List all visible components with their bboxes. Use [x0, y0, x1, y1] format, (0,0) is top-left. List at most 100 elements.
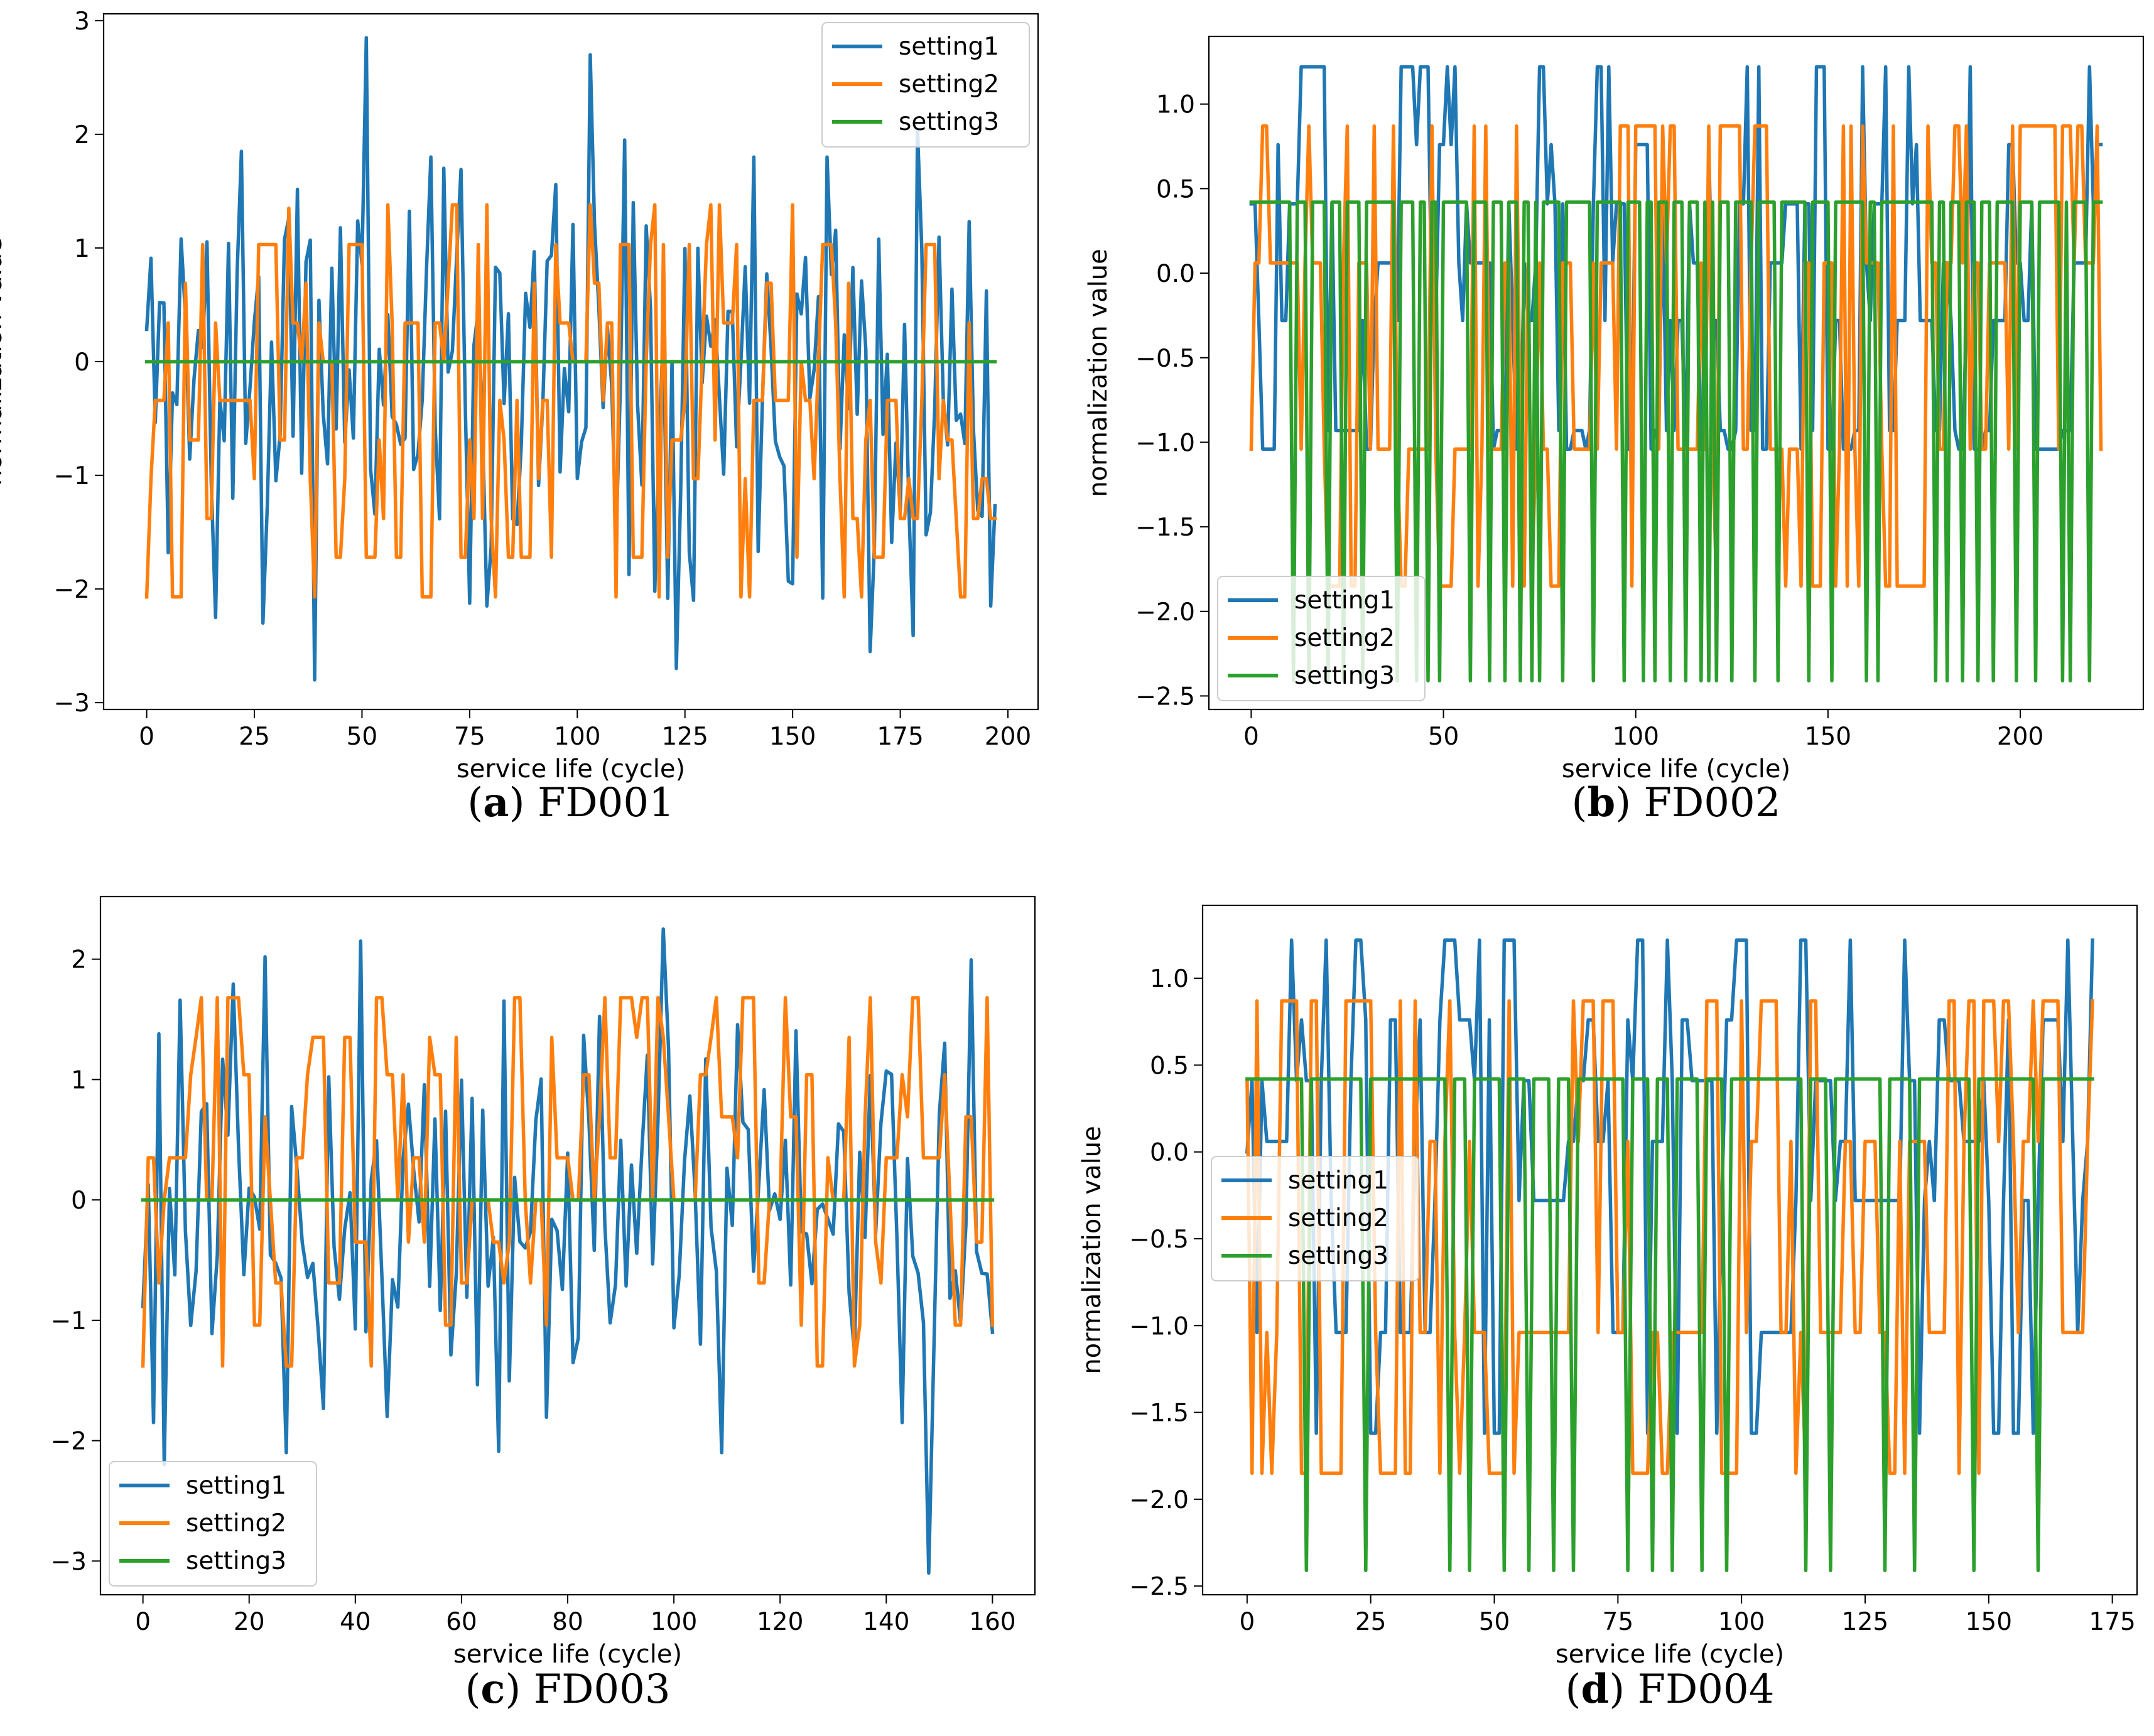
x-tick-label: 50 — [347, 723, 378, 751]
x-tick-label: 0 — [135, 1608, 151, 1636]
y-tick-label: 1.0 — [1150, 965, 1189, 993]
panel-d: 0 25 50 75 100 125 150 175 −2.5 −2.0 −1.5 −1.0 −0.5 0… — [1078, 904, 2138, 1713]
legend-box — [109, 1461, 317, 1587]
y-tick-label: 1.0 — [1156, 91, 1195, 119]
legend-box — [1211, 1156, 1419, 1281]
y-tick-label: 2 — [71, 946, 87, 974]
x-tick-label: 25 — [1355, 1608, 1387, 1636]
y-tick-label: −0.5 — [1129, 1226, 1189, 1254]
x-tick-label: 125 — [661, 723, 708, 751]
panel-a: 0 25 50 75 100 125 150 175 200 −3 −2 −1 0 1 2 3 service … — [0, 8, 1039, 826]
y-tick-label: 3 — [74, 8, 90, 36]
x-tick-label: 150 — [1966, 1608, 2012, 1636]
x-tick-label: 0 — [1239, 1608, 1255, 1636]
series-line-setting2 — [144, 203, 997, 599]
x-tick-label: 150 — [769, 723, 816, 751]
x-tick-label: 150 — [1805, 723, 1851, 751]
chart-panels: 0 25 50 75 100 125 150 175 200−3−2−10123service … — [0, 8, 2145, 1713]
legend: setting1 setting2 setting3 — [1217, 576, 1426, 701]
y-tick-label: 0.5 — [1156, 175, 1195, 203]
y-tick-label: 0.0 — [1150, 1139, 1189, 1167]
series-line-setting3 — [1245, 1077, 2094, 1573]
panel-caption: (b) FD002 — [1572, 779, 1781, 826]
panel-caption: (a) FD001 — [467, 779, 674, 826]
y-tick-label: −2.0 — [1129, 1486, 1189, 1514]
series-line-setting2 — [141, 996, 995, 1368]
x-tick-label: 125 — [1842, 1608, 1888, 1636]
y-tick-label: 0.5 — [1150, 1052, 1189, 1080]
x-tick-label: 25 — [239, 723, 270, 751]
x-tick-label: 200 — [985, 723, 1031, 751]
legend-label-setting2: setting2 — [899, 70, 999, 99]
y-tick-label: −2.0 — [1135, 598, 1195, 627]
plot-area — [141, 927, 995, 1575]
y-tick-label: −2.5 — [1135, 682, 1195, 711]
x-axis-label: service life (cycle) — [457, 755, 685, 784]
legend-label-setting3: setting3 — [1288, 1242, 1388, 1270]
x-tick-label: 100 — [554, 723, 600, 751]
y-tick-label: −1.5 — [1129, 1399, 1189, 1428]
y-tick-label: −1 — [54, 462, 90, 490]
y-tick-label: −3 — [51, 1548, 87, 1576]
x-tick-label: 60 — [446, 1608, 477, 1636]
x-tick-label: 50 — [1428, 723, 1459, 751]
x-tick-label: 120 — [757, 1608, 803, 1636]
y-tick-label: −1 — [51, 1307, 87, 1335]
y-tick-label: −3 — [54, 689, 90, 718]
x-tick-label: 75 — [1603, 1608, 1634, 1636]
y-tick-label: 0 — [71, 1187, 87, 1215]
y-axis-label: normalization value — [0, 237, 8, 485]
series-line-setting2 — [1249, 124, 2103, 588]
y-tick-label: −2 — [51, 1428, 87, 1456]
x-tick-label: 0 — [139, 723, 154, 751]
panel-caption: (d) FD004 — [1566, 1666, 1775, 1713]
y-axis-label: normalization value — [1078, 1126, 1107, 1374]
x-tick-label: 100 — [1718, 1608, 1765, 1636]
legend: setting1 setting2 setting3 — [1211, 1156, 1419, 1281]
x-axis-label: service life (cycle) — [1556, 1640, 1784, 1669]
y-tick-label: −2.5 — [1129, 1573, 1189, 1601]
plot-area — [1249, 65, 2103, 682]
y-tick-label: 0 — [74, 348, 90, 377]
x-axis-label: service life (cycle) — [453, 1640, 682, 1669]
legend: setting1 setting2 setting3 — [821, 22, 1030, 148]
series-line-setting1 — [141, 927, 995, 1575]
legend-label-setting2: setting2 — [1294, 624, 1395, 652]
legend-label-setting1: setting1 — [186, 1472, 286, 1500]
axes-frame — [1201, 904, 2138, 1596]
x-tick-label: 100 — [651, 1608, 697, 1636]
legend-label-setting1: setting1 — [899, 33, 999, 61]
legend-label-setting3: setting3 — [186, 1547, 286, 1575]
plot-area — [144, 36, 997, 682]
x-tick-label: 40 — [340, 1608, 371, 1636]
y-tick-label: 2 — [74, 121, 90, 149]
x-tick-label: 20 — [234, 1608, 265, 1636]
x-tick-label: 50 — [1479, 1608, 1510, 1636]
legend-label-setting2: setting2 — [1288, 1204, 1388, 1232]
x-tick-label: 175 — [2089, 1608, 2135, 1636]
legend: setting1 setting2 setting3 — [109, 1461, 317, 1587]
legend-box — [1217, 576, 1426, 701]
x-tick-label: 175 — [877, 723, 923, 751]
legend-label-setting3: setting3 — [1294, 662, 1395, 690]
x-axis-label: service life (cycle) — [1562, 755, 1790, 784]
y-tick-label: −1.5 — [1135, 514, 1195, 542]
y-axis-label: normalization value — [0, 1121, 4, 1369]
axes-frame — [1208, 35, 2145, 711]
y-tick-label: −0.5 — [1135, 345, 1195, 373]
x-tick-label: 75 — [454, 723, 485, 751]
x-tick-label: 100 — [1612, 723, 1659, 751]
legend-label-setting1: setting1 — [1294, 586, 1395, 615]
legend-box — [821, 22, 1030, 148]
panel-b: 0 50 100 150 200 −2.5 −2.0 −1.5 −1.0 −0.5 0.0 0.5 1.… — [1084, 35, 2145, 826]
legend-label-setting1: setting1 — [1288, 1167, 1388, 1195]
x-tick-label: 140 — [863, 1608, 909, 1636]
y-tick-label: −2 — [54, 576, 90, 604]
legend-label-setting2: setting2 — [186, 1509, 286, 1538]
panel-caption: (c) FD003 — [465, 1666, 670, 1713]
y-tick-label: −1.0 — [1135, 429, 1195, 457]
legend-label-setting3: setting3 — [899, 108, 999, 136]
panel-c: 0 20 40 60 80 100 120 140 160 −3 −2 −1 0 1 2 service li… — [0, 895, 1036, 1713]
series-line-setting3 — [1249, 200, 2103, 682]
